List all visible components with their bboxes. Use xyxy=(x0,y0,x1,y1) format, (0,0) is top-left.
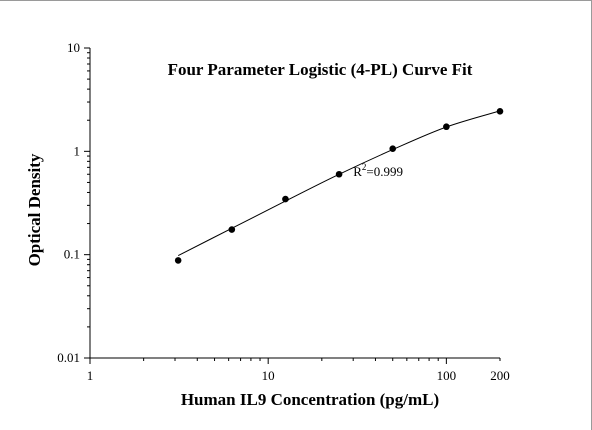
y-tick-label: 1 xyxy=(74,143,81,158)
fit-curve-layer xyxy=(177,110,501,257)
data-point xyxy=(389,145,397,153)
data-point xyxy=(443,123,450,131)
tick-marks xyxy=(84,47,501,364)
x-tick-label: 200 xyxy=(490,368,510,383)
axes xyxy=(89,48,500,359)
x-axis-title: Human IL9 Concentration (pg/mL) xyxy=(181,390,439,409)
data-point xyxy=(496,108,504,115)
x-tick-label: 100 xyxy=(437,368,457,383)
fit-curve-line xyxy=(177,110,501,257)
y-tick-label: 0.01 xyxy=(57,350,80,365)
data-point xyxy=(228,226,236,233)
r-squared-annotation: R2=0.999 xyxy=(353,162,403,179)
y-axis-title: Optical Density xyxy=(25,153,44,266)
x-tick-label: 10 xyxy=(262,368,275,383)
tick-labels: 0.01 0.1 1 10 1 10 100 200 xyxy=(57,40,510,383)
y-tick-label: 0.1 xyxy=(64,247,80,262)
data-point xyxy=(335,170,343,178)
data-points xyxy=(174,108,504,264)
y-tick-label: 10 xyxy=(67,40,80,55)
data-point xyxy=(282,195,289,203)
x-tick-label: 1 xyxy=(87,368,94,383)
data-point xyxy=(174,257,182,264)
chart-title: Four Parameter Logistic (4-PL) Curve Fit xyxy=(168,60,473,79)
